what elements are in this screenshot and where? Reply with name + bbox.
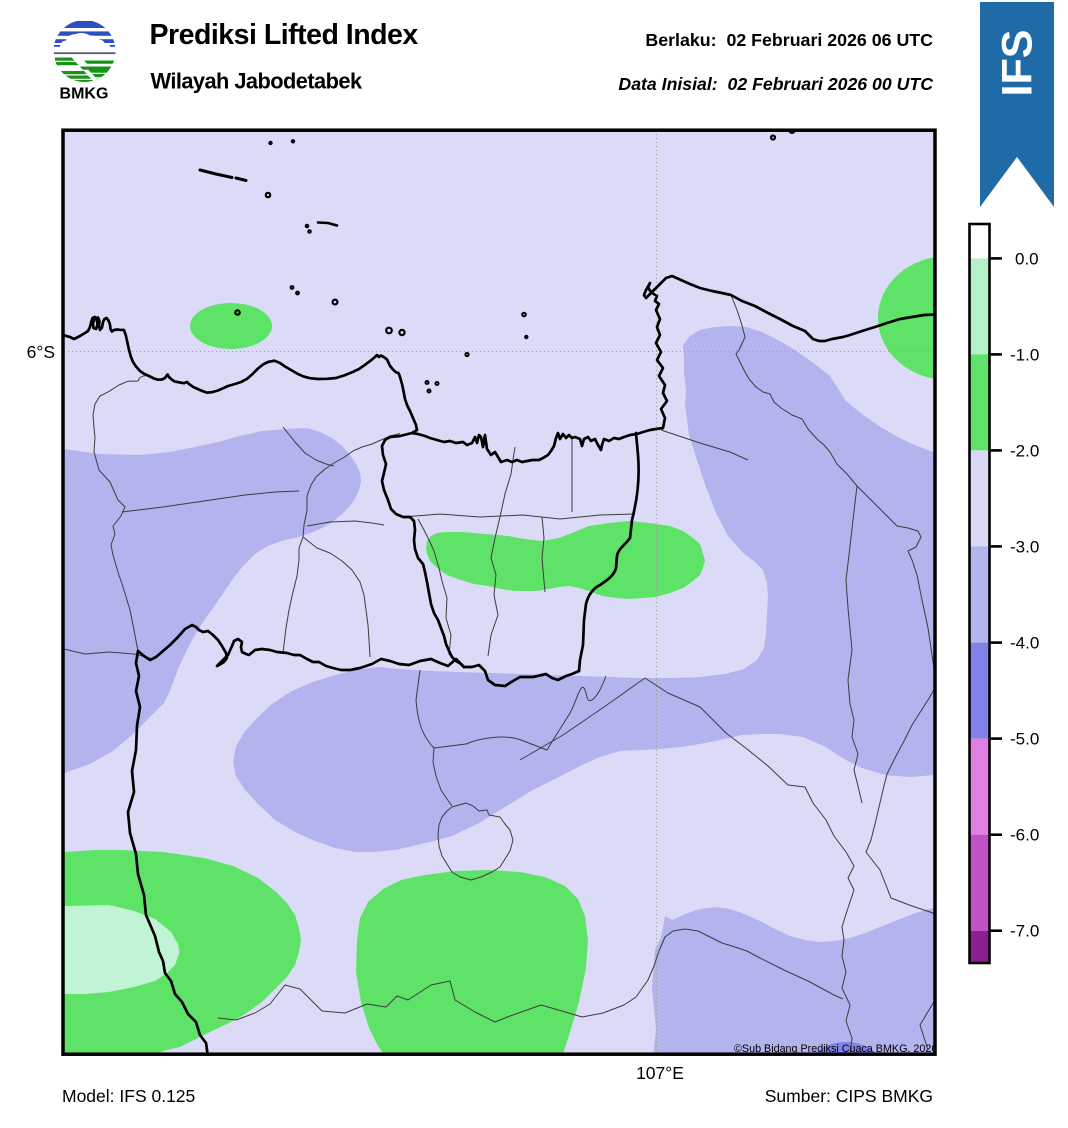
svg-text:Data Inisial: 02 Februari 202: Data Inisial: 02 Februari 2026 00 UTC <box>618 74 933 94</box>
svg-text:Sumber: CIPS BMKG: Sumber: CIPS BMKG <box>765 1086 933 1106</box>
svg-text:-7.0: -7.0 <box>1010 922 1039 941</box>
svg-text:Wilayah Jabodetabek: Wilayah Jabodetabek <box>151 69 363 94</box>
svg-text:0.0: 0.0 <box>1015 249 1039 268</box>
svg-text:Prediksi Lifted Index: Prediksi Lifted Index <box>150 19 419 51</box>
svg-text:-3.0: -3.0 <box>1010 537 1039 556</box>
svg-text:IFS: IFS <box>994 30 1042 97</box>
svg-text:-5.0: -5.0 <box>1010 730 1039 749</box>
svg-text:Model: IFS 0.125: Model: IFS 0.125 <box>62 1086 195 1106</box>
svg-text:6°S: 6°S <box>27 342 55 362</box>
svg-text:-2.0: -2.0 <box>1010 441 1039 460</box>
svg-text:©Sub Bidang Prediksi Cuaca BMK: ©Sub Bidang Prediksi Cuaca BMKG, 2026 <box>734 1043 937 1055</box>
svg-text:107°E: 107°E <box>636 1063 684 1083</box>
svg-text:-1.0: -1.0 <box>1010 345 1039 364</box>
svg-text:Berlaku: 02 Februari 2026 06: Berlaku: 02 Februari 2026 06 UTC <box>645 30 933 50</box>
svg-text:BMKG: BMKG <box>60 86 109 103</box>
svg-text:-4.0: -4.0 <box>1010 634 1039 653</box>
svg-text:-6.0: -6.0 <box>1010 826 1039 845</box>
